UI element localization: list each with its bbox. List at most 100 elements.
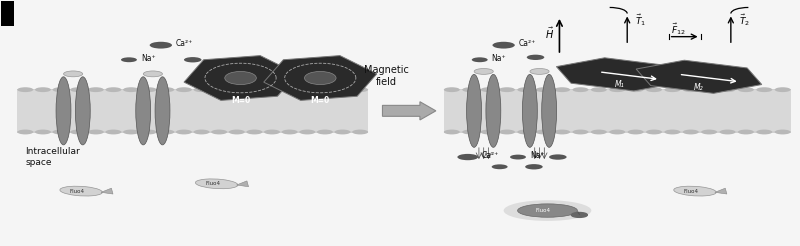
Circle shape: [665, 87, 680, 92]
Circle shape: [701, 130, 717, 134]
Text: Na⁺: Na⁺: [530, 151, 545, 160]
Circle shape: [774, 87, 790, 92]
Circle shape: [106, 130, 122, 134]
Circle shape: [88, 87, 104, 92]
Circle shape: [682, 87, 698, 92]
Circle shape: [573, 130, 589, 134]
Circle shape: [536, 130, 552, 134]
Circle shape: [472, 57, 488, 62]
Circle shape: [682, 130, 698, 134]
Circle shape: [53, 130, 69, 134]
Circle shape: [141, 130, 157, 134]
Text: Intracellular
space: Intracellular space: [26, 147, 80, 167]
Circle shape: [211, 130, 227, 134]
Ellipse shape: [542, 74, 557, 147]
Circle shape: [88, 130, 104, 134]
Circle shape: [549, 154, 566, 160]
Circle shape: [246, 130, 262, 134]
Polygon shape: [715, 188, 727, 194]
Circle shape: [352, 130, 368, 134]
Circle shape: [282, 130, 298, 134]
Text: Na⁺: Na⁺: [141, 54, 155, 63]
Circle shape: [719, 87, 735, 92]
Circle shape: [571, 213, 587, 217]
Circle shape: [530, 69, 549, 74]
Circle shape: [610, 130, 626, 134]
Circle shape: [554, 87, 570, 92]
Circle shape: [738, 130, 754, 134]
Circle shape: [317, 130, 333, 134]
Circle shape: [352, 87, 368, 92]
Text: M₂: M₂: [694, 83, 704, 92]
Ellipse shape: [225, 71, 256, 85]
Text: Na⁺: Na⁺: [492, 54, 506, 63]
Ellipse shape: [305, 71, 336, 85]
Circle shape: [444, 130, 460, 134]
Circle shape: [756, 87, 772, 92]
Polygon shape: [101, 188, 113, 194]
Circle shape: [176, 130, 192, 134]
Text: Ca²⁺: Ca²⁺: [176, 39, 194, 48]
Text: Fluo4: Fluo4: [205, 181, 220, 186]
Circle shape: [628, 87, 643, 92]
Circle shape: [246, 87, 262, 92]
Ellipse shape: [504, 200, 591, 221]
Circle shape: [628, 130, 643, 134]
Circle shape: [123, 87, 139, 92]
Circle shape: [143, 71, 162, 77]
Circle shape: [499, 87, 515, 92]
Ellipse shape: [466, 74, 482, 147]
Circle shape: [738, 87, 754, 92]
Circle shape: [63, 71, 82, 77]
Circle shape: [499, 130, 515, 134]
Text: Ca²⁺: Ca²⁺: [482, 151, 499, 160]
Circle shape: [106, 87, 122, 92]
Circle shape: [646, 87, 662, 92]
Ellipse shape: [56, 77, 71, 145]
Circle shape: [518, 87, 534, 92]
Circle shape: [646, 130, 662, 134]
Text: M₁: M₁: [614, 80, 624, 90]
Text: M=0: M=0: [310, 96, 330, 105]
Circle shape: [334, 130, 350, 134]
Circle shape: [158, 87, 174, 92]
Circle shape: [194, 130, 210, 134]
Circle shape: [299, 130, 315, 134]
Ellipse shape: [518, 204, 578, 217]
Ellipse shape: [155, 77, 170, 145]
Ellipse shape: [60, 186, 102, 196]
Text: $\vec{T}_2$: $\vec{T}_2$: [739, 12, 750, 28]
Circle shape: [462, 130, 478, 134]
Polygon shape: [557, 58, 682, 91]
Circle shape: [591, 87, 607, 92]
Bar: [18, 91, 368, 131]
Circle shape: [526, 55, 544, 60]
Circle shape: [53, 87, 69, 92]
Circle shape: [610, 87, 626, 92]
Polygon shape: [237, 181, 249, 187]
FancyArrow shape: [382, 102, 436, 120]
Text: Fluo4: Fluo4: [683, 189, 698, 194]
Circle shape: [150, 42, 172, 48]
Circle shape: [141, 87, 157, 92]
Circle shape: [458, 154, 478, 160]
Polygon shape: [184, 56, 297, 100]
Text: Fluo4: Fluo4: [70, 189, 85, 194]
Circle shape: [481, 130, 497, 134]
Circle shape: [176, 87, 192, 92]
Circle shape: [774, 130, 790, 134]
Circle shape: [70, 130, 86, 134]
Circle shape: [264, 87, 280, 92]
Circle shape: [536, 87, 552, 92]
Text: Fluo4: Fluo4: [536, 208, 551, 213]
Polygon shape: [264, 56, 377, 100]
Bar: [444, 91, 790, 131]
Circle shape: [299, 87, 315, 92]
Circle shape: [334, 87, 350, 92]
Circle shape: [121, 57, 137, 62]
Circle shape: [123, 130, 139, 134]
Circle shape: [573, 87, 589, 92]
Ellipse shape: [522, 74, 538, 147]
Circle shape: [525, 164, 542, 169]
Circle shape: [35, 87, 51, 92]
